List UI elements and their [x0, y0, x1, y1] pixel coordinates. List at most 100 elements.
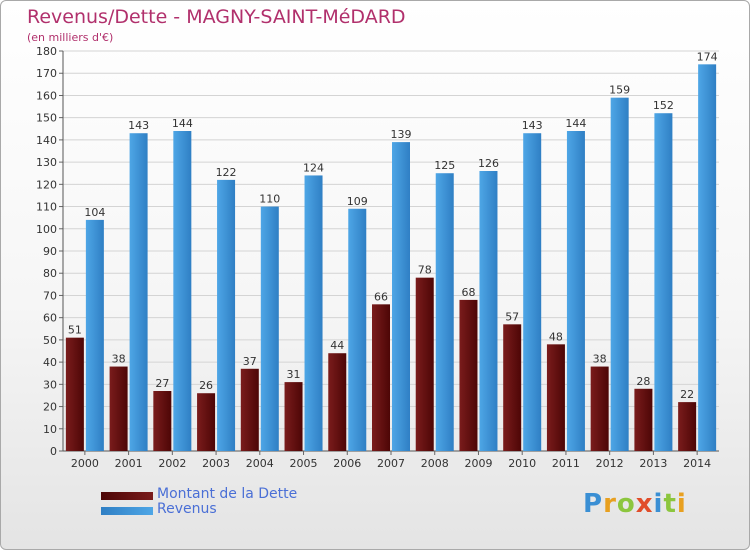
y-tick-label: 0	[50, 445, 57, 458]
bar-revenue	[304, 175, 323, 451]
x-tick-label: 2004	[246, 457, 274, 470]
data-label-debt: 38	[593, 353, 607, 366]
data-label-revenue: 144	[172, 117, 193, 130]
y-tick-label: 40	[43, 356, 57, 369]
bar-revenue	[85, 219, 104, 451]
logo-letter: r	[603, 489, 617, 519]
data-label-debt: 68	[461, 286, 475, 299]
logo-letter: o	[616, 489, 636, 519]
logo-letter: i	[676, 489, 687, 519]
data-label-debt: 57	[505, 310, 519, 323]
bar-debt	[503, 324, 522, 451]
x-tick-label: 2007	[377, 457, 405, 470]
y-tick-label: 180	[36, 45, 57, 58]
data-label-debt: 78	[418, 264, 432, 277]
bar-debt	[240, 368, 259, 451]
y-tick-label: 50	[43, 334, 57, 347]
data-label-debt: 51	[68, 324, 82, 337]
x-tick-label: 2005	[290, 457, 318, 470]
x-tick-label: 2008	[421, 457, 449, 470]
bar-revenue	[173, 131, 192, 451]
x-tick-label: 2006	[333, 457, 361, 470]
y-tick-label: 100	[36, 223, 57, 236]
y-tick-label: 130	[36, 156, 57, 169]
bar-debt	[546, 344, 565, 451]
data-label-debt: 27	[155, 377, 169, 390]
y-tick-label: 80	[43, 267, 57, 280]
x-tick-label: 2003	[202, 457, 230, 470]
x-tick-label: 2013	[639, 457, 667, 470]
y-tick-label: 10	[43, 423, 57, 436]
bar-revenue	[129, 133, 148, 451]
y-tick-label: 150	[36, 112, 57, 125]
data-label-revenue: 122	[216, 166, 237, 179]
data-label-debt: 38	[112, 353, 126, 366]
data-label-revenue: 174	[697, 50, 718, 63]
bar-debt	[328, 353, 347, 451]
legend-swatch-debt	[101, 492, 153, 500]
y-tick-label: 160	[36, 89, 57, 102]
data-label-revenue: 109	[347, 195, 368, 208]
data-label-revenue: 144	[565, 117, 586, 130]
data-label-debt: 48	[549, 330, 563, 343]
data-label-revenue: 104	[84, 206, 105, 219]
legend-label-debt: Montant de la Dette	[157, 486, 298, 502]
data-label-debt: 31	[287, 368, 301, 381]
logo-letter: t	[663, 489, 677, 519]
x-tick-label: 2001	[115, 457, 143, 470]
bar-revenue	[654, 113, 673, 451]
data-label-revenue: 143	[522, 119, 543, 132]
bar-revenue	[392, 142, 410, 451]
bar-revenue	[348, 208, 367, 451]
chart-subtitle: (en milliers d'€)	[27, 31, 114, 44]
x-tick-label: 2009	[464, 457, 492, 470]
proxiti-logo: Proxiti	[583, 489, 687, 519]
data-label-debt: 22	[680, 388, 694, 401]
data-label-revenue: 143	[128, 119, 149, 132]
data-label-revenue: 126	[478, 157, 499, 170]
legend-label-revenue: Revenus	[157, 501, 217, 517]
x-tick-label: 2000	[71, 457, 99, 470]
bar-debt	[109, 366, 128, 451]
bar-revenue	[479, 171, 498, 451]
bar-debt	[590, 366, 609, 451]
logo-letter: P	[583, 489, 604, 519]
y-tick-label: 140	[36, 134, 57, 147]
bar-debt	[153, 391, 172, 451]
x-tick-label: 2012	[596, 457, 624, 470]
bar-debt	[634, 388, 653, 451]
data-label-debt: 26	[199, 379, 213, 392]
y-tick-label: 70	[43, 289, 57, 302]
bar-debt	[459, 299, 478, 451]
x-tick-label: 2011	[552, 457, 580, 470]
logo-letter: i	[653, 489, 664, 519]
data-label-revenue: 159	[609, 84, 630, 97]
data-label-revenue: 125	[434, 159, 455, 172]
legend-swatch-revenue	[101, 507, 153, 515]
y-tick-label: 110	[36, 201, 57, 214]
logo-letter: x	[635, 489, 654, 519]
bar-revenue	[698, 64, 717, 452]
y-tick-label: 90	[43, 245, 57, 258]
data-label-revenue: 124	[303, 161, 324, 174]
data-label-debt: 44	[330, 339, 344, 352]
y-tick-label: 30	[43, 378, 57, 391]
bar-revenue	[523, 133, 542, 451]
data-label-revenue: 110	[259, 193, 280, 206]
x-tick-label: 2014	[683, 457, 711, 470]
data-label-revenue: 152	[653, 99, 674, 112]
bar-debt	[65, 337, 84, 451]
bar-revenue	[260, 206, 279, 451]
data-label-debt: 66	[374, 290, 388, 303]
bar-revenue	[610, 97, 629, 452]
bar-revenue	[435, 173, 454, 451]
y-tick-label: 170	[36, 67, 57, 80]
bar-debt	[284, 382, 303, 451]
bar-revenue	[217, 179, 236, 451]
bar-debt	[415, 277, 434, 451]
bar-debt	[372, 304, 390, 451]
y-tick-label: 20	[43, 401, 57, 414]
x-tick-label: 2010	[508, 457, 536, 470]
